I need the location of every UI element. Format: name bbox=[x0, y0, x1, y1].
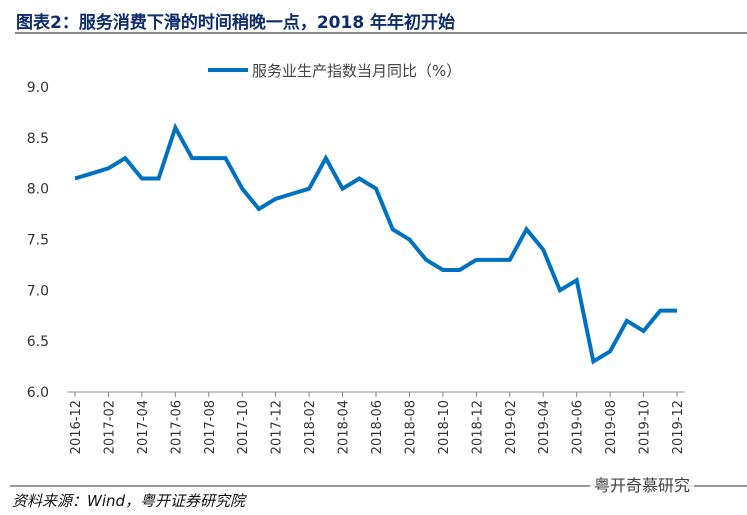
x-tick-label: 2018-12 bbox=[470, 400, 485, 454]
x-tick-label: 2017-12 bbox=[270, 400, 285, 454]
watermark: 粤开奇慕研究 bbox=[590, 472, 695, 496]
legend-label: 服务业生产指数当月同比（%） bbox=[252, 62, 461, 80]
x-tick-label: 2016-12 bbox=[69, 400, 84, 454]
x-tick-label: 2018-02 bbox=[303, 400, 318, 454]
source-note: 资料来源：Wind，粤开证券研究院 bbox=[12, 492, 246, 510]
y-tick-label: 8.0 bbox=[27, 182, 49, 198]
title-divider bbox=[15, 32, 747, 34]
x-tick-label: 2019-02 bbox=[504, 400, 519, 454]
y-tick-label: 7.0 bbox=[27, 283, 49, 299]
x-tick-label: 2019-04 bbox=[537, 400, 552, 454]
y-tick-label: 9.0 bbox=[27, 80, 49, 96]
x-tick-label: 2018-08 bbox=[403, 400, 418, 454]
x-tick-label: 2019-10 bbox=[638, 400, 653, 454]
x-tick-label: 2018-04 bbox=[337, 400, 352, 454]
x-tick-label: 2017-06 bbox=[169, 400, 184, 454]
x-tick-label: 2018-06 bbox=[370, 400, 385, 454]
x-tick-label: 2017-08 bbox=[203, 400, 218, 454]
series-line bbox=[74, 122, 677, 365]
x-tick-label: 2019-08 bbox=[604, 400, 619, 454]
x-tick-label: 2018-10 bbox=[437, 400, 452, 454]
y-tick-label: 7.5 bbox=[27, 233, 49, 249]
y-tick-label: 6.5 bbox=[27, 334, 49, 350]
x-tick-label: 2017-10 bbox=[236, 400, 251, 454]
x-tick-label: 2017-02 bbox=[102, 400, 117, 454]
x-tick-label: 2017-04 bbox=[136, 400, 151, 454]
x-tick-label: 2019-12 bbox=[671, 400, 686, 454]
y-tick-label: 8.5 bbox=[27, 131, 49, 147]
y-tick-label: 6.0 bbox=[27, 385, 49, 401]
x-tick-label: 2019-06 bbox=[571, 400, 586, 454]
bottom-divider bbox=[10, 485, 747, 487]
figure-title: 图表2：服务消费下滑的时间稍晚一点，2018 年年初开始 bbox=[16, 13, 456, 33]
